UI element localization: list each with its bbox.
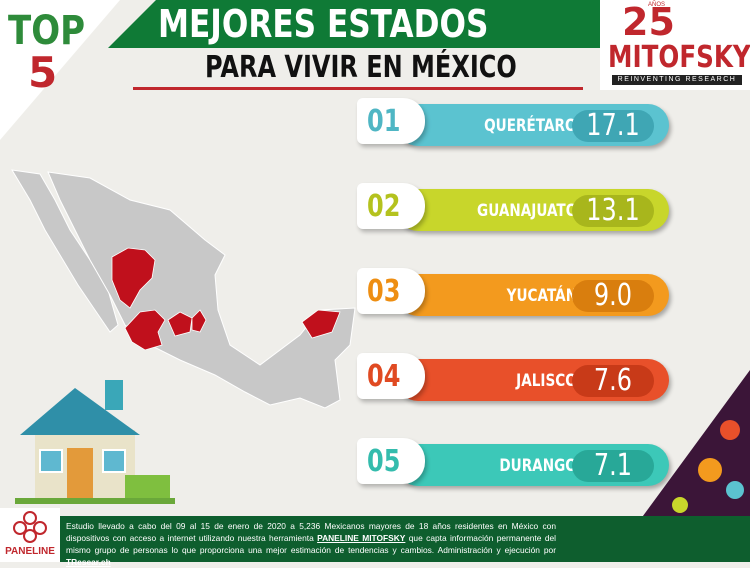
rank-row: 05 DURANGO 7.1 [357, 438, 677, 488]
value-pill: 7.6 [572, 365, 654, 397]
state-value: 7.6 [593, 363, 633, 398]
rank-row: 01 QUERÉTARO 17.1 [357, 98, 677, 148]
value-pill: 9.0 [572, 280, 654, 312]
logo-anniversary-word: AÑOS [648, 2, 666, 8]
state-name: GUANAJUATO [476, 201, 577, 221]
logo-tagline: REINVENTING RESEARCH [612, 75, 742, 85]
rank-number: 04 [367, 359, 401, 394]
rank-row: 03 YUCATÁN 9.0 [357, 268, 677, 318]
note-highlight: TResear.ch [66, 557, 111, 567]
rank-tab: 04 [357, 353, 425, 399]
rank-tab: 03 [357, 268, 425, 314]
rank-tab: 01 [357, 98, 425, 144]
badge-top: TOP [8, 8, 86, 54]
rank-row: 02 GUANAJUATO 13.1 [357, 183, 677, 233]
logo-brand: MITOFSKY [608, 40, 750, 75]
baja [11, 169, 119, 333]
state-name: QUERÉTARO [484, 116, 577, 136]
footer [0, 516, 750, 562]
state-name: JALISCO [516, 371, 577, 391]
badge-number: 5 [28, 48, 58, 97]
paneline-icon [13, 511, 47, 543]
title: MEJORES ESTADOS [158, 2, 489, 46]
rank-tab: 05 [357, 438, 425, 484]
footer-note: Estudio llevado a cabo del 09 al 15 de e… [66, 520, 556, 568]
rank-tab: 02 [357, 183, 425, 229]
subtitle: PARA VIVIR EN MÉXICO [205, 50, 517, 85]
value-pill: 7.1 [572, 450, 654, 482]
rank-number: 02 [367, 189, 401, 224]
rank-number: 03 [367, 274, 401, 309]
rank-row: 04 JALISCO 7.6 [357, 353, 677, 403]
note-text: que capta información permanente del mis… [66, 533, 556, 555]
durango [111, 247, 156, 309]
state-name: DURANGO [499, 456, 577, 476]
state-value: 13.1 [586, 193, 640, 228]
subtitle-underline [133, 87, 583, 90]
note-highlight: PANELINE MITOFSKY [317, 533, 406, 543]
note-text: Estudio llevado a cabo del 09 al 15 de e… [66, 521, 556, 543]
value-pill: 13.1 [572, 195, 654, 227]
map [11, 169, 356, 409]
rank-number: 01 [367, 104, 401, 139]
guanajuato [167, 311, 193, 337]
yucatan [301, 309, 341, 339]
state-value: 17.1 [586, 108, 640, 143]
queretaro [191, 309, 207, 333]
value-pill: 17.1 [572, 110, 654, 142]
state-name: YUCATÁN [506, 286, 577, 306]
state-value: 7.1 [593, 448, 633, 483]
paneline-logo: PANELINE [5, 546, 55, 557]
footer-logo-box [0, 508, 60, 562]
rank-number: 05 [367, 444, 401, 479]
mainland [47, 171, 356, 409]
house [15, 380, 175, 504]
decoration [640, 370, 750, 520]
state-value: 9.0 [593, 278, 633, 313]
title-banner [108, 0, 608, 48]
logo-anniversary: 25 [622, 0, 675, 44]
jalisco [124, 309, 166, 351]
corner [0, 0, 120, 140]
